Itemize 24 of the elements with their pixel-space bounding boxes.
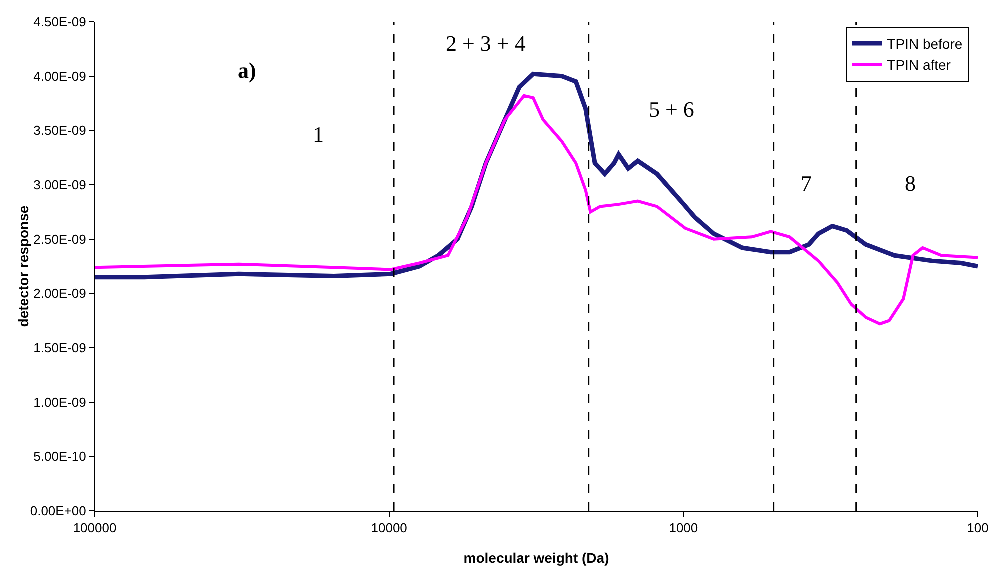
y-tick-label: 4.00E-09 xyxy=(34,68,86,84)
annotation: 5 + 6 xyxy=(649,97,694,122)
annotation: 1 xyxy=(313,122,324,147)
y-tick-label: 1.00E-09 xyxy=(34,394,86,410)
y-tick-label: 0.00E+00 xyxy=(30,504,86,519)
x-axis-title: molecular weight (Da) xyxy=(464,550,610,566)
annotation: 7 xyxy=(801,171,812,196)
x-tick-label: 100000 xyxy=(73,520,117,536)
annotation: 8 xyxy=(905,171,916,196)
x-tick-label: 10000 xyxy=(371,520,408,536)
y-tick-label: 3.50E-09 xyxy=(34,123,86,138)
y-tick-label: 1.50E-09 xyxy=(34,340,86,356)
y-tick-label: 2.00E-09 xyxy=(34,286,86,302)
annotation: 2 + 3 + 4 xyxy=(446,31,526,56)
y-tick-label: 5.00E-10 xyxy=(34,449,86,464)
x-tick-label: 1000 xyxy=(669,520,698,536)
y-tick-label: 2.50E-09 xyxy=(34,232,86,247)
legend-label: TPIN before xyxy=(887,36,963,52)
legend-label: TPIN after xyxy=(887,57,952,74)
x-tick-label: 100 xyxy=(967,520,989,536)
y-tick-label: 4.50E-09 xyxy=(34,14,86,30)
annotation: a) xyxy=(238,58,256,83)
y-tick-label: 3.00E-09 xyxy=(34,178,86,193)
y-axis-title: detector response xyxy=(16,206,32,328)
